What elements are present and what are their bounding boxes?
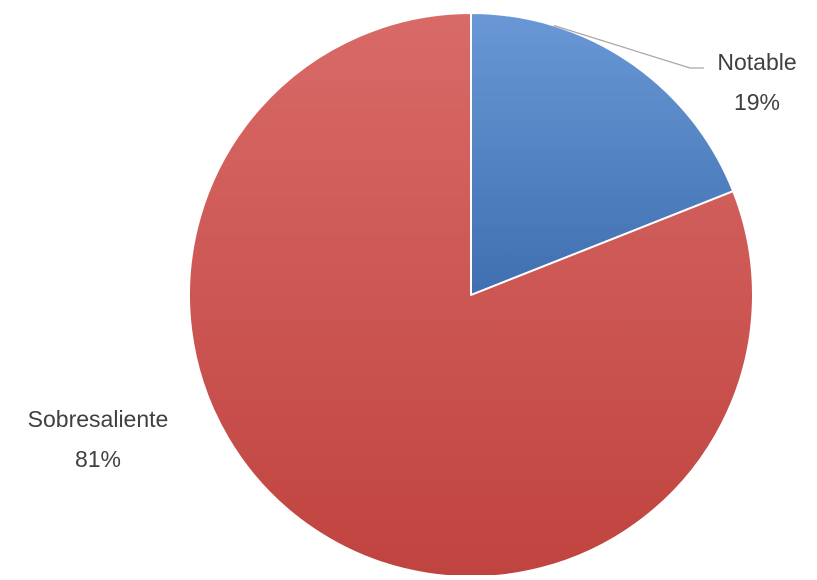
pie-slices (188, 12, 754, 578)
slice-label-notable: Notable (717, 49, 796, 75)
slice-percent-sobresaliente: 81% (75, 446, 121, 472)
slice-label-sobresaliente: Sobresaliente (28, 406, 169, 432)
leader-lines (553, 24, 704, 69)
leader-line-notable (553, 24, 704, 69)
slice-labels: Notable 19% Sobresaliente 81% (28, 49, 797, 472)
slice-percent-notable: 19% (734, 89, 780, 115)
pie-slice-sobresaliente (188, 12, 754, 578)
pie-slice-notable (470, 12, 735, 296)
